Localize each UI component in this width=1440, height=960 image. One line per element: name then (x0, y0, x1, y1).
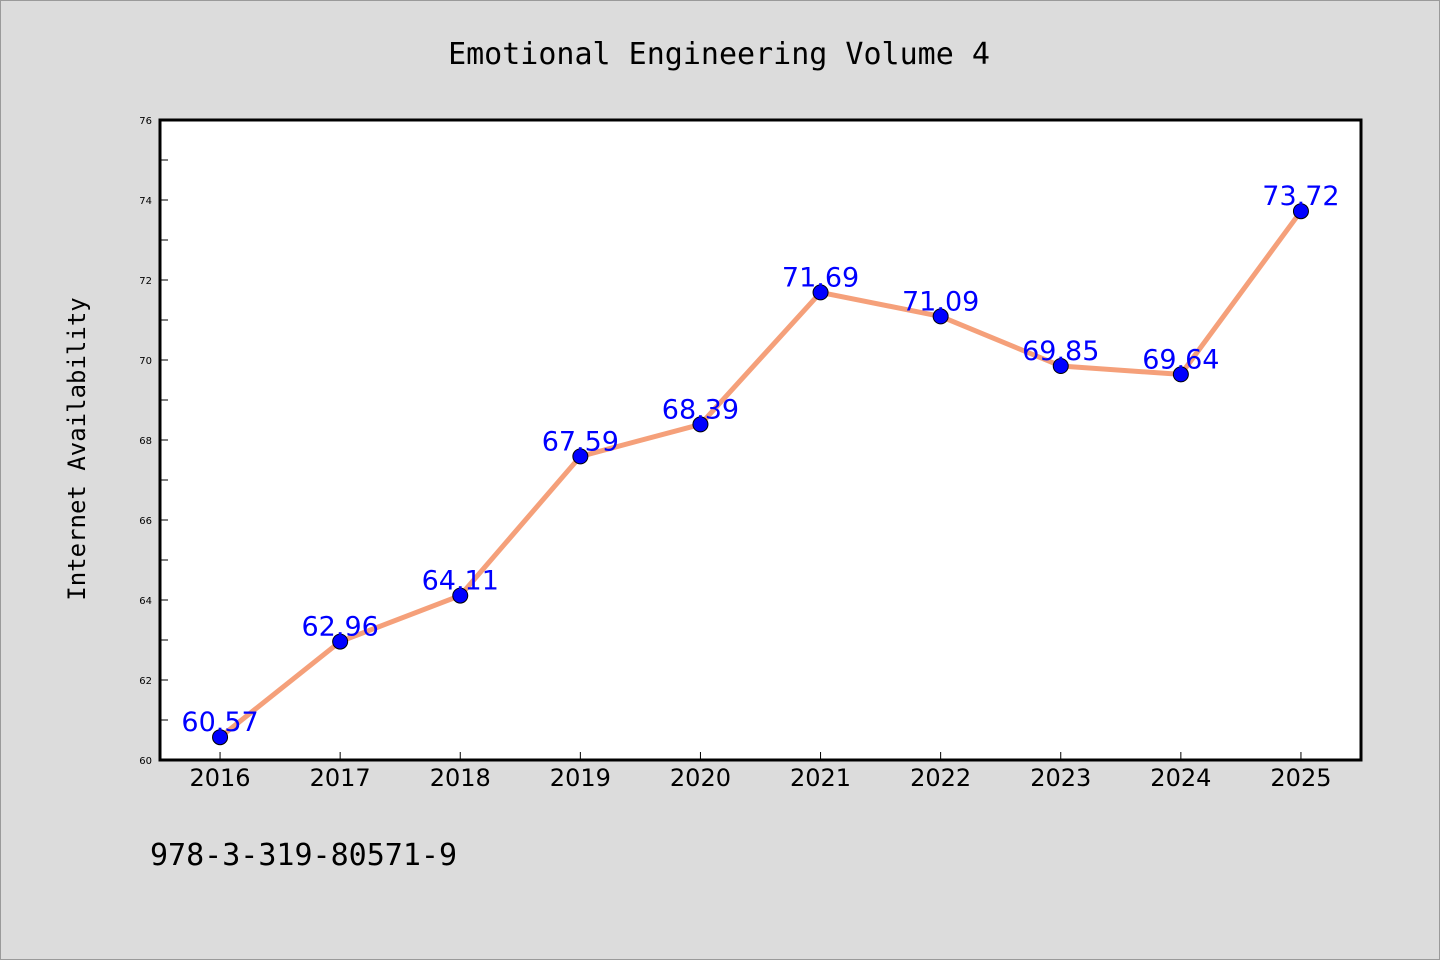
y-tick-label: 66 (139, 516, 152, 527)
y-tick-label: 64 (139, 596, 152, 607)
data-point (572, 448, 589, 465)
y-tick-label: 74 (139, 196, 152, 207)
y-axis-label: Internet Availability (63, 297, 91, 600)
data-point (1052, 358, 1069, 374)
data-label: 68.39 (662, 394, 739, 425)
data-label: 69.85 (1022, 336, 1099, 367)
x-tick-label: 2021 (790, 764, 851, 792)
chart-title: Emotional Engineering Volume 4 (448, 37, 990, 72)
data-label: 73.72 (1262, 181, 1339, 212)
y-axis-ticks: 60 62 64 66 68 70 72 74 76 (139, 116, 168, 767)
x-tick-label: 2016 (190, 764, 251, 792)
x-tick-label: 2024 (1150, 764, 1211, 792)
y-tick-label: 72 (139, 276, 152, 287)
data-point (692, 416, 709, 433)
data-point (332, 633, 349, 650)
x-tick-label: 2022 (910, 764, 971, 792)
x-axis-ticks: 2016 2017 2018 2019 2020 2021 2022 2023 2024 2025 (190, 752, 1331, 792)
x-tick-label: 2017 (310, 764, 371, 792)
data-label: 62.96 (302, 612, 379, 643)
data-labels: 60.57 62.96 64.11 67.59 68.39 71.69 71.09 69.85… (181, 181, 1339, 738)
plot-area (158, 118, 1363, 762)
x-tick-label: 2018 (430, 764, 491, 792)
isbn-annotation: 978-3-319-80571-9 (150, 838, 457, 873)
data-point (1172, 366, 1189, 383)
y-tick-label: 70 (139, 356, 152, 367)
x-tick-label: 2025 (1270, 764, 1331, 792)
data-label: 71.09 (902, 286, 979, 317)
data-point (1292, 203, 1309, 220)
data-point (452, 587, 469, 604)
y-tick-label: 76 (139, 116, 152, 127)
data-label: 64.11 (422, 566, 499, 597)
series-line (217, 208, 1304, 740)
data-point (212, 729, 229, 746)
y-tick-label: 60 (139, 756, 152, 767)
data-label: 69.64 (1142, 344, 1219, 375)
data-label: 71.69 (782, 262, 859, 293)
x-tick-label: 2019 (550, 764, 611, 792)
data-point (932, 308, 949, 325)
data-point (812, 284, 829, 301)
series-lines (217, 208, 1304, 740)
data-label: 67.59 (542, 426, 619, 457)
y-tick-label: 62 (139, 676, 152, 687)
y-tick-label: 68 (139, 436, 152, 447)
x-tick-label: 2023 (1030, 764, 1091, 792)
series-markers (212, 203, 1309, 746)
data-label: 60.57 (181, 707, 258, 738)
x-tick-label: 2020 (670, 764, 731, 792)
